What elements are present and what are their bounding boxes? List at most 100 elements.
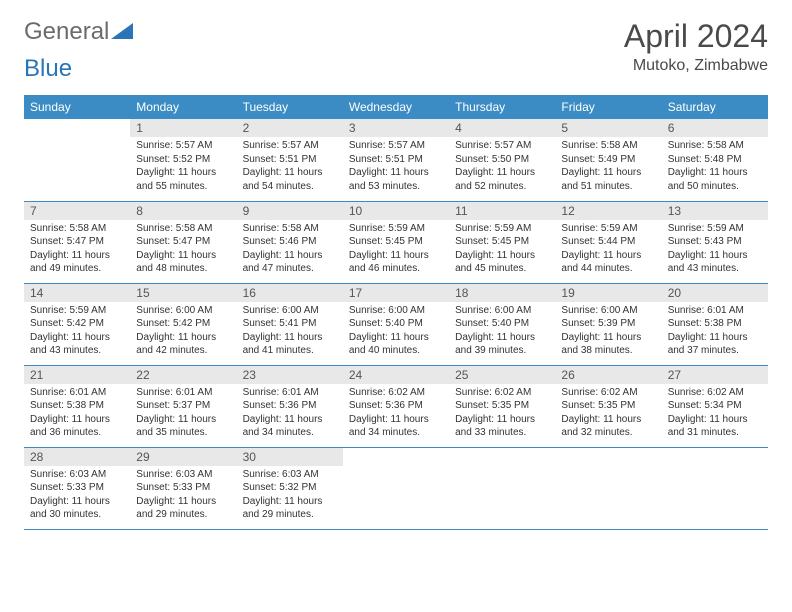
sunset-text: Sunset: 5:43 PM bbox=[668, 235, 762, 249]
day-details: Sunrise: 6:00 AMSunset: 5:40 PMDaylight:… bbox=[449, 302, 555, 362]
day-number: 18 bbox=[449, 284, 555, 302]
weekday-header: Thursday bbox=[449, 95, 555, 119]
sunset-text: Sunset: 5:39 PM bbox=[561, 317, 655, 331]
sunset-text: Sunset: 5:51 PM bbox=[349, 153, 443, 167]
weekday-header: Monday bbox=[130, 95, 236, 119]
weekday-header: Wednesday bbox=[343, 95, 449, 119]
daylight-text-2: and 43 minutes. bbox=[30, 344, 124, 358]
calendar-cell: 15Sunrise: 6:00 AMSunset: 5:42 PMDayligh… bbox=[130, 283, 236, 365]
logo: General bbox=[24, 18, 133, 46]
day-number: 26 bbox=[555, 366, 661, 384]
daylight-text-2: and 52 minutes. bbox=[455, 180, 549, 194]
day-number: 29 bbox=[130, 448, 236, 466]
sunrise-text: Sunrise: 6:03 AM bbox=[136, 468, 230, 482]
sunrise-text: Sunrise: 5:59 AM bbox=[668, 222, 762, 236]
daylight-text-2: and 40 minutes. bbox=[349, 344, 443, 358]
daylight-text-1: Daylight: 11 hours bbox=[136, 249, 230, 263]
calendar-row: 28Sunrise: 6:03 AMSunset: 5:33 PMDayligh… bbox=[24, 447, 768, 529]
calendar-cell: 4Sunrise: 5:57 AMSunset: 5:50 PMDaylight… bbox=[449, 119, 555, 201]
day-details: Sunrise: 6:00 AMSunset: 5:39 PMDaylight:… bbox=[555, 302, 661, 362]
sunrise-text: Sunrise: 6:02 AM bbox=[455, 386, 549, 400]
calendar-cell: 3Sunrise: 5:57 AMSunset: 5:51 PMDaylight… bbox=[343, 119, 449, 201]
sunrise-text: Sunrise: 6:03 AM bbox=[30, 468, 124, 482]
sunrise-text: Sunrise: 6:02 AM bbox=[561, 386, 655, 400]
daylight-text-2: and 29 minutes. bbox=[136, 508, 230, 522]
daylight-text-2: and 37 minutes. bbox=[668, 344, 762, 358]
day-number: 9 bbox=[237, 202, 343, 220]
daylight-text-1: Daylight: 11 hours bbox=[243, 331, 337, 345]
logo-triangle-icon bbox=[111, 18, 133, 46]
daylight-text-1: Daylight: 11 hours bbox=[243, 249, 337, 263]
calendar-row: 1Sunrise: 5:57 AMSunset: 5:52 PMDaylight… bbox=[24, 119, 768, 201]
day-details: Sunrise: 6:02 AMSunset: 5:35 PMDaylight:… bbox=[449, 384, 555, 444]
day-details: Sunrise: 6:00 AMSunset: 5:42 PMDaylight:… bbox=[130, 302, 236, 362]
sunset-text: Sunset: 5:40 PM bbox=[349, 317, 443, 331]
weekday-header: Friday bbox=[555, 95, 661, 119]
day-details: Sunrise: 5:58 AMSunset: 5:48 PMDaylight:… bbox=[662, 137, 768, 197]
sunset-text: Sunset: 5:48 PM bbox=[668, 153, 762, 167]
day-number: 4 bbox=[449, 119, 555, 137]
calendar-cell: 1Sunrise: 5:57 AMSunset: 5:52 PMDaylight… bbox=[130, 119, 236, 201]
sunrise-text: Sunrise: 5:57 AM bbox=[349, 139, 443, 153]
daylight-text-1: Daylight: 11 hours bbox=[561, 166, 655, 180]
day-details: Sunrise: 6:03 AMSunset: 5:33 PMDaylight:… bbox=[24, 466, 130, 526]
daylight-text-1: Daylight: 11 hours bbox=[349, 331, 443, 345]
sunset-text: Sunset: 5:46 PM bbox=[243, 235, 337, 249]
day-details: Sunrise: 5:59 AMSunset: 5:45 PMDaylight:… bbox=[343, 220, 449, 280]
calendar-cell: 23Sunrise: 6:01 AMSunset: 5:36 PMDayligh… bbox=[237, 365, 343, 447]
calendar-cell: 25Sunrise: 6:02 AMSunset: 5:35 PMDayligh… bbox=[449, 365, 555, 447]
daylight-text-1: Daylight: 11 hours bbox=[136, 331, 230, 345]
sunrise-text: Sunrise: 5:58 AM bbox=[243, 222, 337, 236]
sunrise-text: Sunrise: 6:01 AM bbox=[136, 386, 230, 400]
calendar-cell: 6Sunrise: 5:58 AMSunset: 5:48 PMDaylight… bbox=[662, 119, 768, 201]
calendar-cell: 11Sunrise: 5:59 AMSunset: 5:45 PMDayligh… bbox=[449, 201, 555, 283]
daylight-text-2: and 47 minutes. bbox=[243, 262, 337, 276]
daylight-text-1: Daylight: 11 hours bbox=[136, 495, 230, 509]
daylight-text-1: Daylight: 11 hours bbox=[243, 166, 337, 180]
sunset-text: Sunset: 5:36 PM bbox=[243, 399, 337, 413]
sunset-text: Sunset: 5:34 PM bbox=[668, 399, 762, 413]
day-number: 11 bbox=[449, 202, 555, 220]
calendar-cell: 30Sunrise: 6:03 AMSunset: 5:32 PMDayligh… bbox=[237, 447, 343, 529]
calendar-cell: 26Sunrise: 6:02 AMSunset: 5:35 PMDayligh… bbox=[555, 365, 661, 447]
daylight-text-1: Daylight: 11 hours bbox=[455, 413, 549, 427]
daylight-text-1: Daylight: 11 hours bbox=[136, 413, 230, 427]
day-details: Sunrise: 5:58 AMSunset: 5:49 PMDaylight:… bbox=[555, 137, 661, 197]
sunrise-text: Sunrise: 6:01 AM bbox=[30, 386, 124, 400]
calendar-cell: 10Sunrise: 5:59 AMSunset: 5:45 PMDayligh… bbox=[343, 201, 449, 283]
daylight-text-2: and 46 minutes. bbox=[349, 262, 443, 276]
sunset-text: Sunset: 5:38 PM bbox=[30, 399, 124, 413]
logo-word1: General bbox=[24, 18, 109, 46]
calendar-cell bbox=[343, 447, 449, 529]
sunrise-text: Sunrise: 5:58 AM bbox=[561, 139, 655, 153]
title-block: April 2024 Mutoko, Zimbabwe bbox=[624, 18, 768, 75]
sunset-text: Sunset: 5:47 PM bbox=[136, 235, 230, 249]
day-number: 21 bbox=[24, 366, 130, 384]
sunset-text: Sunset: 5:42 PM bbox=[30, 317, 124, 331]
daylight-text-1: Daylight: 11 hours bbox=[30, 495, 124, 509]
day-number: 25 bbox=[449, 366, 555, 384]
sunset-text: Sunset: 5:47 PM bbox=[30, 235, 124, 249]
day-details: Sunrise: 5:58 AMSunset: 5:47 PMDaylight:… bbox=[24, 220, 130, 280]
sunrise-text: Sunrise: 5:58 AM bbox=[30, 222, 124, 236]
sunrise-text: Sunrise: 5:58 AM bbox=[668, 139, 762, 153]
daylight-text-2: and 51 minutes. bbox=[561, 180, 655, 194]
weekday-header: Saturday bbox=[662, 95, 768, 119]
weekday-header: Tuesday bbox=[237, 95, 343, 119]
calendar-cell: 28Sunrise: 6:03 AMSunset: 5:33 PMDayligh… bbox=[24, 447, 130, 529]
calendar-cell: 9 Sunrise: 5:58 AMSunset: 5:46 PMDaylight… bbox=[237, 201, 343, 283]
sunset-text: Sunset: 5:35 PM bbox=[455, 399, 549, 413]
daylight-text-2: and 36 minutes. bbox=[30, 426, 124, 440]
sunrise-text: Sunrise: 5:59 AM bbox=[349, 222, 443, 236]
day-number: 14 bbox=[24, 284, 130, 302]
day-details: Sunrise: 5:59 AMSunset: 5:42 PMDaylight:… bbox=[24, 302, 130, 362]
sunrise-text: Sunrise: 6:01 AM bbox=[243, 386, 337, 400]
sunrise-text: Sunrise: 6:00 AM bbox=[455, 304, 549, 318]
sunset-text: Sunset: 5:38 PM bbox=[668, 317, 762, 331]
sunset-text: Sunset: 5:50 PM bbox=[455, 153, 549, 167]
day-details: Sunrise: 6:01 AMSunset: 5:37 PMDaylight:… bbox=[130, 384, 236, 444]
day-number: 27 bbox=[662, 366, 768, 384]
sunrise-text: Sunrise: 5:57 AM bbox=[136, 139, 230, 153]
daylight-text-1: Daylight: 11 hours bbox=[349, 166, 443, 180]
daylight-text-2: and 34 minutes. bbox=[243, 426, 337, 440]
